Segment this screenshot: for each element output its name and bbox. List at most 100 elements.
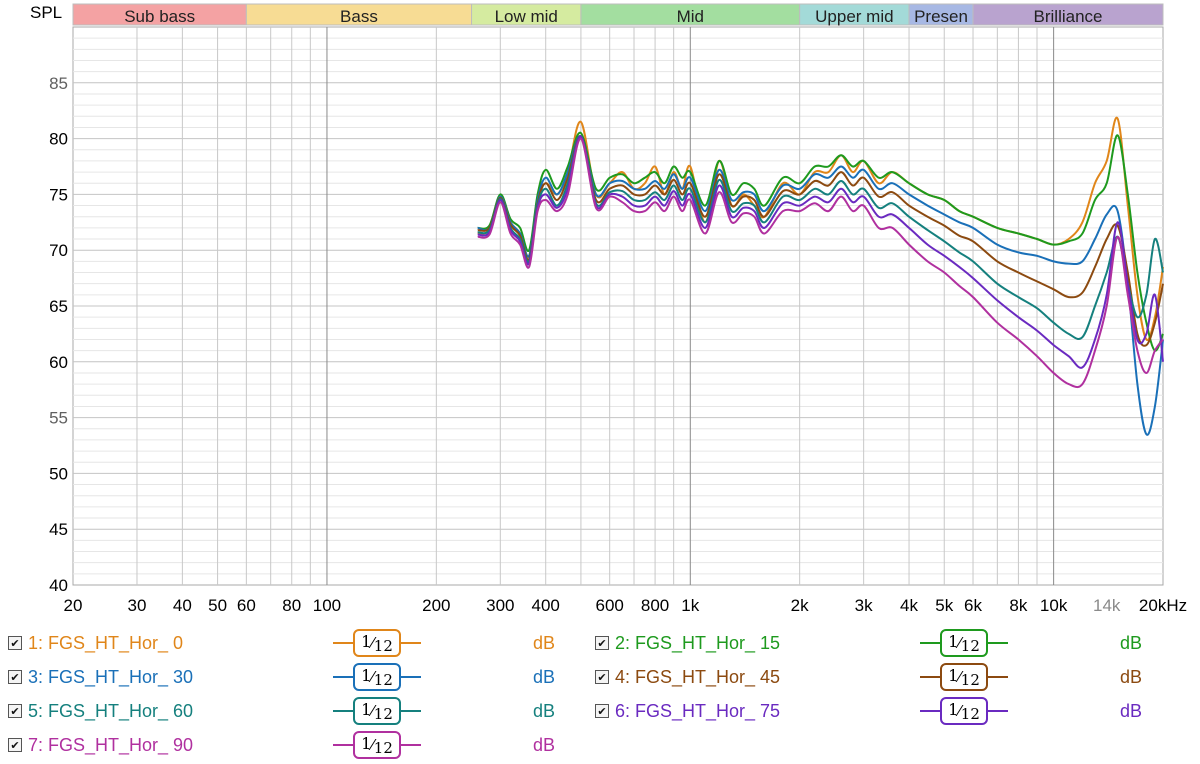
- legend-series-label: 2: FGS_HT_Hor_ 15: [615, 632, 781, 653]
- smoothing-selector[interactable]: 1 ⁄ 12: [333, 730, 421, 760]
- x-tick-label: 300: [486, 596, 514, 615]
- y-tick-label: 60: [49, 353, 68, 372]
- frequency-bands: Sub bass Bass Low mid Mid Upper mid Presen Bri…: [72, 3, 1164, 26]
- smoothing-selector[interactable]: 1 ⁄ 12: [920, 662, 1008, 692]
- series-unit-label: dB: [1120, 633, 1143, 653]
- series-unit-label: dB: [1120, 667, 1143, 687]
- series-line-5: [477, 135, 1164, 341]
- series-line-7: [477, 137, 1164, 389]
- band-label: Upper mid: [815, 7, 893, 26]
- legend-item: ✔ 1: FGS_HT_Hor_ 0: [8, 628, 183, 658]
- x-tick-label: 20: [64, 596, 83, 615]
- y-tick-label: 80: [49, 130, 68, 149]
- x-tick-label: 600: [595, 596, 623, 615]
- legend-line-swatch: [988, 710, 1008, 712]
- smoothing-selector[interactable]: 1 ⁄ 12: [333, 662, 421, 692]
- x-tick-label: 400: [532, 596, 560, 615]
- x-tick-label: 100: [313, 596, 341, 615]
- series-unit-label: dB: [533, 633, 556, 653]
- smoothing-button[interactable]: 1 ⁄ 12: [940, 697, 988, 725]
- y-axis-label: SPL: [30, 3, 62, 22]
- legend-item: ✔ 4: FGS_HT_Hor_ 45: [595, 662, 780, 692]
- legend-item: ✔ 3: FGS_HT_Hor_ 30: [8, 662, 193, 692]
- x-tick-label: 2k: [791, 596, 809, 615]
- y-tick-label: 45: [49, 520, 68, 539]
- series-visibility-checkbox[interactable]: ✔: [8, 670, 22, 684]
- x-tick-label: 40: [173, 596, 192, 615]
- legend-line-swatch: [401, 642, 421, 644]
- y-tick-label: 55: [49, 409, 68, 428]
- x-tick-label: 20kHz: [1139, 596, 1187, 615]
- series-visibility-checkbox[interactable]: ✔: [595, 704, 609, 718]
- x-tick-label: 6k: [964, 596, 982, 615]
- band-label: Brilliance: [1034, 7, 1103, 26]
- smoothing-button[interactable]: 1 ⁄ 12: [353, 663, 401, 691]
- smoothing-selector[interactable]: 1 ⁄ 12: [333, 696, 421, 726]
- y-tick-labels: 40 45 50 55 60 65 70 75 80 85: [49, 74, 68, 595]
- legend-line-swatch: [401, 744, 421, 746]
- x-tick-label: 200: [422, 596, 450, 615]
- band-brilliance: [972, 3, 1164, 26]
- legend-item: ✔ 5: FGS_HT_Hor_ 60: [8, 696, 193, 726]
- legend-item: ✔ 2: FGS_HT_Hor_ 15: [595, 628, 780, 658]
- smoothing-button[interactable]: 1 ⁄ 12: [353, 629, 401, 657]
- x-tick-label: 4k: [900, 596, 918, 615]
- smoothing-button[interactable]: 1 ⁄ 12: [940, 663, 988, 691]
- legend-series-label: 7: FGS_HT_Hor_ 90: [28, 734, 194, 755]
- y-tick-label: 40: [49, 576, 68, 595]
- legend-line-swatch: [401, 676, 421, 678]
- series-unit-label: dB: [1120, 701, 1143, 721]
- x-tick-label: 1k: [681, 596, 699, 615]
- legend-line-swatch: [920, 642, 940, 644]
- y-tick-label: 70: [49, 241, 68, 260]
- series-visibility-checkbox[interactable]: ✔: [8, 704, 22, 718]
- series-line-6: [477, 135, 1164, 369]
- x-tick-label: 800: [641, 596, 669, 615]
- smoothing-button[interactable]: 1 ⁄ 12: [353, 697, 401, 725]
- legend-series-label: 4: FGS_HT_Hor_ 45: [615, 666, 781, 687]
- smoothing-selector[interactable]: 1 ⁄ 12: [920, 628, 1008, 658]
- smoothing-selector[interactable]: 1 ⁄ 12: [920, 696, 1008, 726]
- legend: ✔ 1: FGS_HT_Hor_ 0 1 ⁄ 12 dB ✔ 2: FGS_HT_Hor_ 1…: [0, 620, 1200, 760]
- x-tick-label: 10k: [1040, 596, 1068, 615]
- series-visibility-checkbox[interactable]: ✔: [595, 670, 609, 684]
- smoothing-selector[interactable]: 1 ⁄ 12: [333, 628, 421, 658]
- series-unit-label: dB: [533, 667, 556, 687]
- x-tick-label: 3k: [855, 596, 873, 615]
- legend-series-label: 6: FGS_HT_Hor_ 75: [615, 700, 781, 721]
- legend-item: ✔ 6: FGS_HT_Hor_ 75: [595, 696, 780, 726]
- series-visibility-checkbox[interactable]: ✔: [8, 636, 22, 650]
- legend-line-swatch: [988, 676, 1008, 678]
- frequency-response-chart: SPL Sub bass Bass Low mid Mid Upper mid Prese…: [30, 3, 1188, 615]
- series-unit-label: dB: [533, 701, 556, 721]
- band-label: Sub bass: [124, 7, 195, 26]
- smoothing-button[interactable]: 1 ⁄ 12: [940, 629, 988, 657]
- x-tick-label: 14k: [1093, 596, 1121, 615]
- response-curves: [477, 116, 1164, 436]
- series-line-4: [477, 135, 1164, 347]
- band-label: Low mid: [495, 7, 558, 26]
- legend-item: ✔ 7: FGS_HT_Hor_ 90: [8, 730, 193, 760]
- x-tick-label: 5k: [935, 596, 953, 615]
- series-visibility-checkbox[interactable]: ✔: [8, 738, 22, 752]
- legend-series-label: 5: FGS_HT_Hor_ 60: [28, 700, 194, 721]
- x-tick-labels: 20 30 40 50 60 80 100 200 300 400 600 800 1k 2k 3k 4k 5k…: [64, 596, 1188, 615]
- legend-line-swatch: [333, 642, 353, 644]
- y-tick-label: 75: [49, 185, 68, 204]
- legend-line-swatch: [920, 676, 940, 678]
- legend-line-swatch: [333, 744, 353, 746]
- band-label: Bass: [340, 7, 378, 26]
- smoothing-button[interactable]: 1 ⁄ 12: [353, 731, 401, 759]
- x-tick-label: 60: [237, 596, 256, 615]
- legend-line-swatch: [920, 710, 940, 712]
- x-tick-label: 8k: [1009, 596, 1027, 615]
- x-tick-label: 30: [128, 596, 147, 615]
- x-tick-label: 50: [208, 596, 227, 615]
- band-label: Mid: [677, 7, 704, 26]
- legend-series-label: 1: FGS_HT_Hor_ 0: [28, 632, 184, 653]
- legend-series-label: 3: FGS_HT_Hor_ 30: [28, 666, 194, 687]
- legend-line-swatch: [333, 710, 353, 712]
- series-visibility-checkbox[interactable]: ✔: [595, 636, 609, 650]
- legend-line-swatch: [401, 710, 421, 712]
- y-tick-label: 50: [49, 464, 68, 483]
